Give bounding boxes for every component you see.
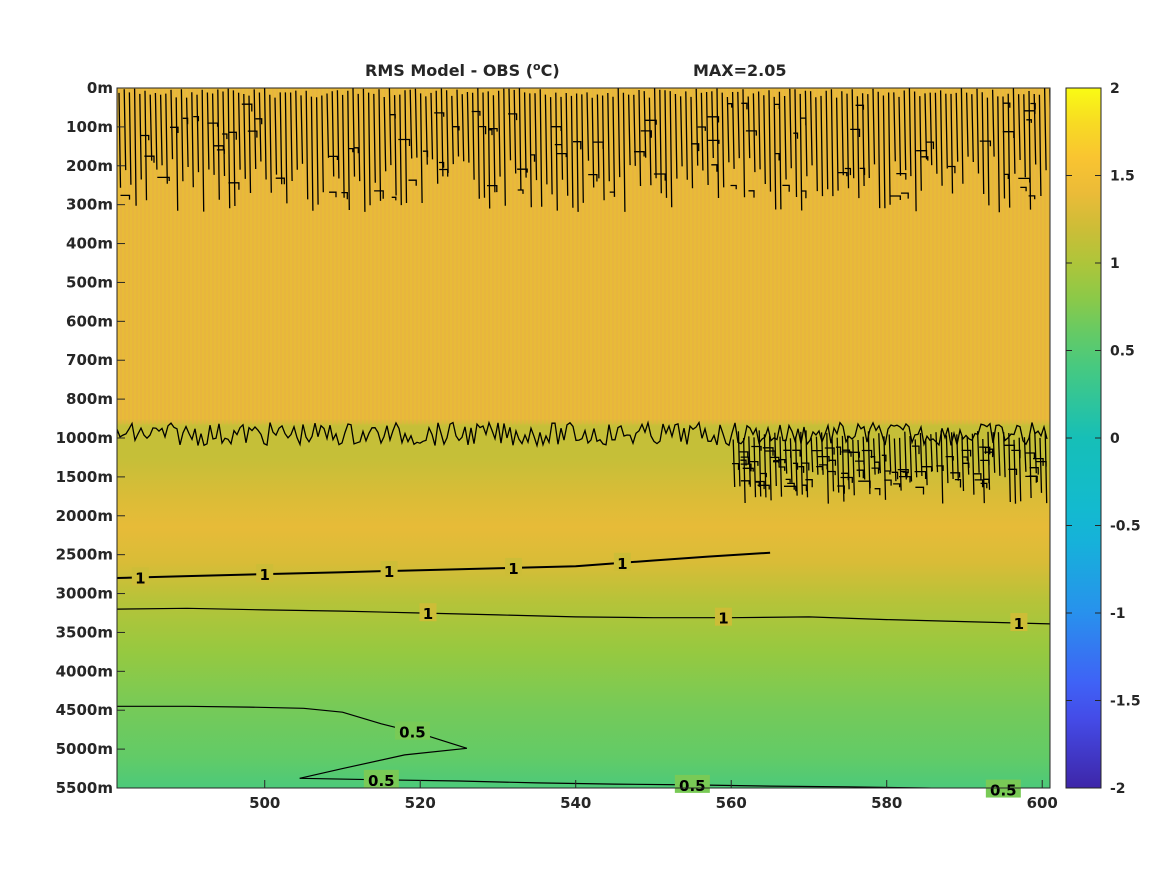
max-label: MAX=2.05 — [693, 61, 787, 80]
contour-label-bg — [419, 603, 437, 622]
contour-label: 1 — [508, 560, 518, 578]
contour-label-bg — [985, 779, 1021, 798]
y-tick-label: 2500m — [56, 546, 113, 564]
contour-label-bg — [363, 769, 399, 788]
contour-label-bg — [1010, 613, 1028, 632]
colorbar-tick-label: 0.5 — [1110, 344, 1135, 360]
y-tick-label: 500m — [66, 273, 113, 291]
colorbar-tick-label: 1.5 — [1110, 169, 1135, 185]
contour-label-bg — [714, 607, 732, 626]
y-axis: 0m 100m 200m 300m 400m 500m 600m 700m 800m 1000m 1… — [56, 79, 125, 797]
contour-label: 0.5 — [679, 777, 706, 795]
y-tick-label: 1000m — [56, 429, 113, 447]
contour-label: 1 — [135, 569, 145, 587]
x-axis: 500 520 540 560 580 600 — [249, 780, 1058, 812]
y-tick-label: 0m — [87, 79, 113, 97]
contour-label-bg — [256, 564, 274, 583]
contour-line-1 — [117, 551, 771, 579]
y-tick-label: 1500m — [56, 468, 113, 486]
colorbar-tick-label: -1 — [1110, 606, 1126, 622]
noisy-contours — [117, 88, 1050, 504]
x-tick-label: 600 — [1027, 794, 1058, 812]
y-tick-label: 2000m — [56, 507, 113, 525]
chart-title-prefix: RMS Model - OBS ( — [365, 61, 533, 80]
noisy-contour-band — [117, 420, 1048, 449]
contour-label: 1 — [384, 563, 394, 581]
contour-label: 1 — [617, 555, 627, 573]
contour-line-0.5 — [117, 705, 468, 779]
contour-line-1 — [117, 607, 1050, 625]
contour-label-bg — [613, 552, 631, 571]
y-tick-label: 100m — [66, 118, 113, 136]
colorbar-tick-label: -0.5 — [1110, 519, 1141, 535]
x-tick-label: 540 — [560, 794, 591, 812]
contour-label: 1 — [1014, 615, 1024, 633]
y-tick-label: 600m — [66, 312, 113, 330]
x-tick-label: 500 — [249, 794, 280, 812]
x-tick-label: 580 — [871, 794, 902, 812]
colorbar: 2 1.5 1 0.5 0 -0.5 -1 -1.5 -2 — [1065, 81, 1141, 797]
x-tick-label: 560 — [716, 794, 747, 812]
y-tick-label: 700m — [66, 351, 113, 369]
y-tick-label: 4000m — [56, 662, 113, 680]
y-tick-label: 800m — [66, 390, 113, 408]
contour-label: 0.5 — [368, 772, 395, 790]
y-tick-label: 200m — [66, 157, 113, 175]
x-tick-label: 520 — [405, 794, 436, 812]
colorbar-tick-label: 1 — [1110, 256, 1120, 272]
colorbar-ticks: 2 1.5 1 0.5 0 -0.5 -1 -1.5 -2 — [1066, 81, 1141, 797]
y-tick-label: 4500m — [56, 701, 113, 719]
contour-label: 1 — [260, 566, 270, 584]
noisy-contour-band — [118, 88, 1050, 213]
y-tick-label: 3500m — [56, 623, 113, 641]
contour-label-bg — [505, 557, 523, 576]
y-tick-label: 300m — [66, 196, 113, 214]
contour-label: 0.5 — [399, 724, 426, 742]
y-tick-label: 5000m — [56, 740, 113, 758]
colorbar-tick-label: 2 — [1110, 81, 1120, 97]
y-tick-label: 3000m — [56, 585, 113, 603]
y-tick-label: 5500m — [56, 779, 113, 797]
chart-title-suffix: C) — [541, 61, 560, 80]
chart-title: RMS Model - OBS (oC) — [365, 60, 560, 80]
noisy-contour-band — [732, 430, 1048, 504]
contour-label: 0.5 — [990, 782, 1017, 800]
contour-label-bg — [380, 561, 398, 579]
contour-label: 1 — [718, 610, 728, 628]
colorbar-tick-label: -2 — [1110, 781, 1126, 797]
colorbar-tick-label: -1.5 — [1110, 694, 1141, 710]
contour-label-bg — [394, 721, 430, 740]
y-tick-label: 400m — [66, 235, 113, 253]
plot-area: 1 1 1 1 1 1 1 1 0.5 0.5 0.5 0.5 — [116, 87, 1051, 800]
contour-label-bg — [131, 567, 149, 586]
chart-title-superscript: o — [533, 60, 541, 73]
contour-label: 1 — [423, 605, 433, 623]
colorbar-tick-label: 0 — [1110, 431, 1120, 447]
